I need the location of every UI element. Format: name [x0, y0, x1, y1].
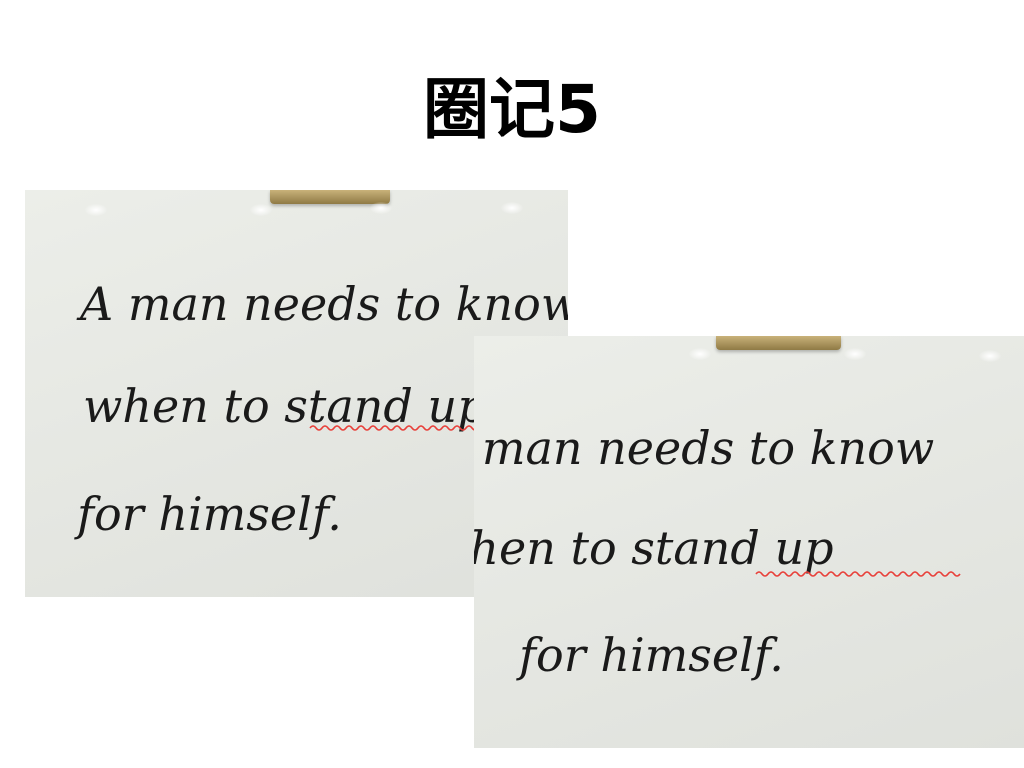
handwritten-line-3: for himself. [516, 628, 784, 682]
handwritten-line-3: for himself. [74, 487, 342, 541]
board-clip [716, 336, 841, 350]
handwritten-line-1: A man needs to know [474, 421, 934, 475]
light-reflection [85, 204, 107, 216]
whiteboard-photo-right: A man needs to know when to stand up for… [474, 336, 1024, 748]
handwriting-canvas: A man needs to know when to stand up for… [474, 421, 961, 682]
light-reflection [844, 348, 866, 360]
handwritten-line-2: when to stand up [474, 521, 834, 575]
light-reflection [370, 202, 392, 214]
light-reflection [979, 350, 1001, 362]
slide-title: 圈记5 [423, 71, 601, 148]
light-reflection [501, 202, 523, 214]
handwriting-canvas: A man needs to know when to stand up for… [74, 277, 568, 541]
light-reflection [250, 204, 272, 216]
handwritten-line-2: when to stand up [83, 379, 487, 433]
board-clip [270, 190, 390, 204]
handwritten-line-1: A man needs to know [76, 277, 568, 331]
light-reflection [689, 348, 711, 360]
red-wavy-underline [755, 571, 961, 577]
